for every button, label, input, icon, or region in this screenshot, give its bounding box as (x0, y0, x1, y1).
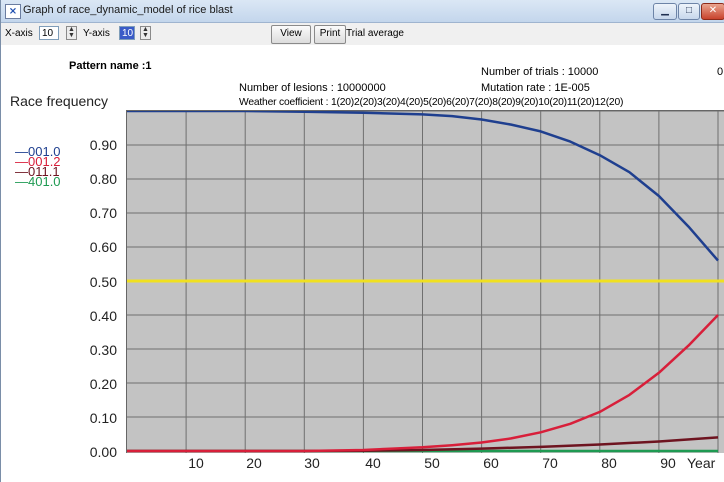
x-axis-input[interactable]: 10 (39, 26, 59, 40)
y-tick-label: 0.90 (89, 137, 117, 153)
right-edge-text: 0 (717, 66, 724, 78)
x-tick-label: 90 (660, 455, 676, 471)
toolbar: X-axis 10 ▲ ▼ Y-axis 10 ▲ ▼ View Print Tri… (1, 23, 724, 45)
y-tick-label: 0.30 (89, 342, 117, 358)
x-tick-label: 30 (304, 455, 320, 471)
view-button[interactable]: View (271, 25, 311, 44)
x-tick-label: 20 (246, 455, 262, 471)
close-button[interactable]: ✕ (701, 3, 724, 20)
legend: —001.0 —001.2 —011.1 —401.0 (15, 144, 61, 189)
plot-area (126, 110, 724, 453)
close-icon: ✕ (708, 5, 718, 16)
y-tick-label: 0.10 (89, 410, 117, 426)
x-tick-label: 40 (365, 455, 381, 471)
x-tick-label: 50 (424, 455, 440, 471)
number-of-trials: Number of trials : 10000 (481, 66, 599, 78)
pattern-name: Pattern name :1 (69, 60, 152, 72)
chart-svg (127, 111, 724, 453)
y-tick-label: 0.40 (89, 308, 117, 324)
minimize-button[interactable]: ▁ (653, 3, 677, 20)
y-tick-label: 0.60 (89, 239, 117, 255)
y-tick-label: 0.70 (89, 205, 117, 221)
legend-item: —001.0 (15, 144, 61, 159)
weather-coefficient: Weather coefficient : 1(20)2(20)3(20)4(2… (239, 97, 624, 108)
title-bar[interactable]: ⨯ Graph of race_dynamic_model of rice bl… (1, 0, 724, 23)
y-axis-spinner[interactable]: ▲ ▼ (140, 26, 151, 40)
series-line-001.0 (127, 111, 719, 262)
y-tick-label: 0.20 (89, 376, 117, 392)
series-line-001.2 (127, 314, 719, 453)
legend-item: —011.1 (15, 164, 60, 179)
x-tick-label: 10 (188, 455, 204, 471)
y-tick-label: 0.80 (89, 171, 117, 187)
app-icon[interactable]: ⨯ (5, 4, 21, 19)
x-tick-label: 60 (483, 455, 499, 471)
y-tick-label: 0.50 (89, 274, 117, 290)
x-tick-label: 70 (542, 455, 558, 471)
y-tick-label: 0.00 (89, 444, 117, 460)
y-axis-input[interactable]: 10 (119, 26, 135, 40)
legend-item: —401.0 (15, 174, 61, 189)
maximize-icon: □ (685, 5, 693, 16)
x-axis-title: Year (687, 455, 716, 471)
legend-item: —001.2 (15, 154, 61, 169)
number-of-lesions: Number of lesions : 10000000 (239, 82, 386, 94)
mode-label: Trial average (346, 28, 404, 39)
x-axis-spinner[interactable]: ▲ ▼ (66, 26, 77, 40)
maximize-button[interactable]: □ (678, 3, 700, 20)
x-axis-label: X-axis (5, 28, 33, 39)
x-tick-label: 80 (601, 455, 617, 471)
y-axis-title: Race frequency (10, 93, 109, 109)
print-button[interactable]: Print (314, 25, 346, 44)
window-title: Graph of race_dynamic_model of rice blas… (23, 4, 233, 16)
y-axis-label: Y-axis (83, 28, 110, 39)
minimize-icon: ▁ (661, 5, 669, 16)
mutation-rate: Mutation rate : 1E-005 (481, 82, 590, 94)
